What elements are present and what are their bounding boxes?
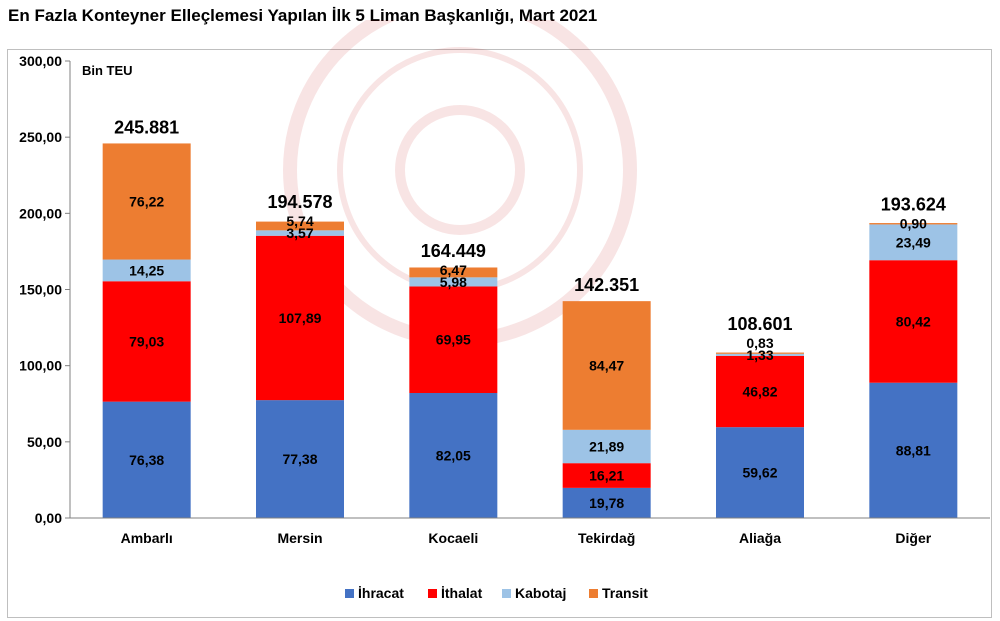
legend-label: İhracat <box>358 585 404 601</box>
bar-segment <box>256 400 344 518</box>
data-label: 46,82 <box>742 384 777 400</box>
y-tick-label: 250,00 <box>19 129 62 145</box>
legend-swatch <box>502 589 511 598</box>
x-tick-label: Kocaeli <box>428 530 478 546</box>
bar-segment <box>409 286 498 394</box>
data-label: 19,78 <box>589 495 624 511</box>
x-tick-label: Aliağa <box>739 530 781 546</box>
data-label: 5,74 <box>286 213 313 229</box>
bar-segment <box>562 301 651 430</box>
bar-segment <box>102 143 191 260</box>
bar-segment <box>869 224 958 261</box>
bar-segment <box>102 259 191 282</box>
data-label: 5,98 <box>440 274 467 290</box>
x-tick-label: Ambarlı <box>121 530 173 546</box>
bar-segment <box>102 401 191 518</box>
total-label: 193.624 <box>881 195 946 215</box>
data-label: 76,38 <box>129 452 164 468</box>
bar-segment <box>562 463 651 488</box>
unit-label: Bin TEU <box>82 63 133 78</box>
data-label: 59,62 <box>742 465 777 481</box>
legend: İhracat İthalat Kabotaj Transit <box>345 585 648 601</box>
bar-segment <box>409 267 498 278</box>
bar-segment <box>716 352 804 354</box>
total-label: 164.449 <box>421 241 486 261</box>
data-label: 77,38 <box>282 451 317 467</box>
data-label: 84,47 <box>589 357 624 373</box>
y-axis: 0,00 50,00 100,00 150,00 200,00 250,00 300,00 <box>19 53 71 526</box>
bar-segment <box>562 487 651 518</box>
data-label: 107,89 <box>279 310 322 326</box>
legend-label: Kabotaj <box>515 585 566 601</box>
bar-segment <box>102 281 191 402</box>
total-label: 194.578 <box>267 192 332 212</box>
x-axis: Ambarlı Mersin Kocaeli Tekirdağ Aliağa Diğer <box>70 517 990 546</box>
data-label: 1,33 <box>746 347 773 363</box>
data-label: 69,95 <box>436 332 471 348</box>
y-tick-label: 300,00 <box>19 53 62 69</box>
data-label: 3,57 <box>286 225 313 241</box>
bar-segment <box>869 223 958 225</box>
x-tick-label: Tekirdağ <box>578 530 635 546</box>
y-tick-label: 0,00 <box>35 510 62 526</box>
legend-swatch <box>345 589 354 598</box>
bar-segment <box>562 429 651 464</box>
y-tick-label: 100,00 <box>19 358 62 374</box>
bar-segment <box>409 393 498 518</box>
data-label: 21,89 <box>589 439 624 455</box>
data-label: 76,22 <box>129 193 164 209</box>
legend-swatch <box>589 589 598 598</box>
data-label: 16,21 <box>589 468 624 484</box>
data-label: 82,05 <box>436 448 471 464</box>
legend-label: Transit <box>602 585 648 601</box>
chart-frame <box>7 49 992 618</box>
bar-segment <box>869 260 958 383</box>
bar-segment <box>716 353 804 356</box>
legend-label: İthalat <box>441 585 483 601</box>
bar-segment <box>256 235 344 401</box>
bar-segment <box>716 355 804 428</box>
data-label: 80,42 <box>896 313 931 329</box>
bar-segment <box>256 221 344 231</box>
x-tick-label: Mersin <box>277 530 322 546</box>
bar-segment <box>869 382 958 518</box>
data-label: 0,90 <box>900 216 927 232</box>
chart-title: En Fazla Konteyner Elleçlemesi Yapılan İ… <box>8 6 598 25</box>
bars: 76,38 79,03 14,25 76,22 245.881 77,38 107,89 3,… <box>102 117 958 518</box>
bar-segment <box>256 230 344 236</box>
y-tick-label: 150,00 <box>19 282 62 298</box>
legend-swatch <box>428 589 437 598</box>
bar-segment <box>409 277 498 287</box>
bar-segment <box>716 427 804 518</box>
total-label: 108.601 <box>727 314 792 334</box>
data-label: 79,03 <box>129 333 164 349</box>
total-label: 245.881 <box>114 117 179 137</box>
x-tick-label: Diğer <box>895 530 931 546</box>
data-label: 14,25 <box>129 262 164 278</box>
data-label: 23,49 <box>896 234 931 250</box>
y-tick-label: 200,00 <box>19 205 62 221</box>
data-label: 88,81 <box>896 442 931 458</box>
total-label: 142.351 <box>574 275 639 295</box>
data-label: 0,83 <box>746 335 773 351</box>
y-tick-label: 50,00 <box>27 434 62 450</box>
data-label: 6,47 <box>440 262 467 278</box>
